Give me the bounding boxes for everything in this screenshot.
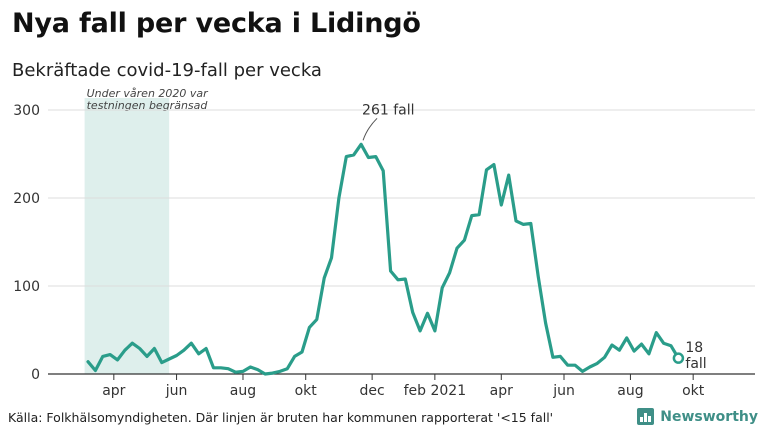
newsworthy-logo-icon <box>637 408 655 425</box>
peak-annotation-leader <box>362 117 378 141</box>
x-tick-label: apr <box>102 383 125 399</box>
shaded-region-label: testningen begränsad <box>87 99 209 112</box>
y-tick-label: 200 <box>13 191 40 207</box>
x-tick-label: dec <box>360 383 385 399</box>
x-tick-label: jun <box>552 383 575 399</box>
source-note: Källa: Folkhälsomyndigheten. Där linjen … <box>8 410 554 425</box>
x-tick-label: okt <box>295 383 318 399</box>
x-tick-label: apr <box>490 383 513 399</box>
last-point-marker <box>672 352 685 364</box>
last-value-annotation: 18 <box>685 340 703 356</box>
y-tick-label: 300 <box>13 103 40 119</box>
x-tick-label: jun <box>165 383 188 399</box>
series-line <box>86 142 680 376</box>
chart-subtitle: Bekräftade covid-19-fall per vecka <box>12 60 322 81</box>
x-tick-label: okt <box>682 383 705 399</box>
brand-name: Newsworthy <box>660 408 758 425</box>
shaded-region-label: Under våren 2020 var <box>87 87 210 100</box>
x-tick-label: aug <box>617 383 643 399</box>
chart-title: Nya fall per vecka i Lidingö <box>12 8 421 39</box>
y-tick-label: 100 <box>13 279 40 295</box>
x-tick-label: aug <box>230 383 256 399</box>
shaded-region <box>84 98 170 374</box>
peak-annotation-label: 261 fall <box>362 102 414 118</box>
x-tick-label: feb 2021 <box>404 383 467 399</box>
brand-logo: Newsworthy <box>637 408 758 425</box>
last-value-annotation-unit: fall <box>685 356 706 372</box>
y-tick-label: 0 <box>31 367 40 383</box>
